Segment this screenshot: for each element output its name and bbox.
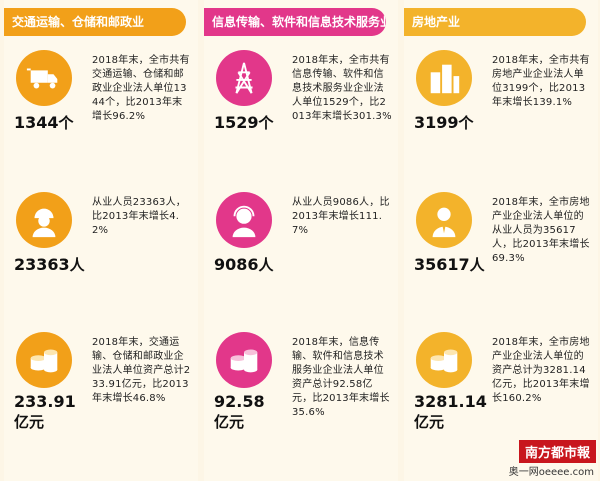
stat-description: 2018年末，全市共有房地产业企业法人单位3199个，比2013年末增长139.… bbox=[492, 55, 590, 108]
stat-description: 从业人员9086人，比2013年末增长111.7% bbox=[292, 197, 390, 236]
stat-description: 从业人员23363人，比2013年末增长4.2% bbox=[92, 197, 187, 236]
stat-description: 2018年末，交通运输、仓储和邮政业企业法人单位资产总计233.91亿元，比20… bbox=[92, 337, 191, 404]
stat-description: 2018年末，全市共有交通运输、仓储和邮政业企业法人单位1344个，比2013年… bbox=[92, 55, 190, 122]
stat-item: 1529个 2018年末，全市共有信息传输、软件和信息技术服务业企业法人单位15… bbox=[204, 40, 398, 180]
stat-description: 2018年末，全市共有信息传输、软件和信息技术服务业企业法人单位1529个，比2… bbox=[292, 55, 392, 122]
stat-value: 1344个 bbox=[14, 113, 74, 132]
stat-item: 3281.14 亿元 2018年末，全市房地产业企业法人单位的资产总计为3281.… bbox=[404, 322, 598, 462]
stat-item: 35617人 2018年末，全市房地产业企业法人单位的从业人员为35617人，比… bbox=[404, 182, 598, 322]
buildings-icon bbox=[416, 50, 472, 106]
stat-value: 3199个 bbox=[414, 113, 474, 132]
stat-value: 23363人 bbox=[14, 255, 85, 274]
stat-item: 92.58 亿元 2018年末，信息传输、软件和信息技术服务业企业法人单位资产总计… bbox=[204, 322, 398, 462]
headset-person-icon bbox=[216, 192, 272, 248]
transmission-tower-icon bbox=[216, 50, 272, 106]
stat-description: 2018年末，全市房地产业企业法人单位的资产总计为3281.14亿元，比2013… bbox=[492, 337, 590, 404]
coin-stack-icon bbox=[416, 332, 472, 388]
website-watermark: 奥一网oeeee.com bbox=[508, 467, 594, 478]
column-real-estate: 房地产业 3199个 2018年末，全市共有房地产业企业法人单位3199个，比2… bbox=[404, 0, 598, 481]
stat-description: 2018年末，信息传输、软件和信息技术服务业企业法人单位资产总计92.58亿元，… bbox=[292, 337, 390, 418]
stat-item: 233.91 亿元 2018年末，交通运输、仓储和邮政业企业法人单位资产总计233… bbox=[4, 322, 198, 462]
column-transport: 交通运输、仓储和邮政业 1344个 2018年末，全市共有交通运输、仓储和邮政业… bbox=[4, 0, 198, 481]
column-information-tech: 信息传输、软件和信息技术服务业 1529个 2018年末，全市共有信息传输、软件… bbox=[204, 0, 398, 481]
coin-stack-icon bbox=[16, 332, 72, 388]
column-header: 交通运输、仓储和邮政业 bbox=[4, 8, 186, 36]
stat-value: 1529个 bbox=[214, 113, 274, 132]
businessman-icon bbox=[416, 192, 472, 248]
stat-description: 2018年末，全市房地产业企业法人单位的从业人员为35617人，比2013年末增… bbox=[492, 197, 590, 264]
stat-value: 92.58 亿元 bbox=[214, 392, 265, 431]
column-header: 房地产业 bbox=[404, 8, 586, 36]
stat-item: 3199个 2018年末，全市共有房地产业企业法人单位3199个，比2013年末… bbox=[404, 40, 598, 180]
worker-person-icon bbox=[16, 192, 72, 248]
coin-stack-icon bbox=[216, 332, 272, 388]
stat-item: 1344个 2018年末，全市共有交通运输、仓储和邮政业企业法人单位1344个，… bbox=[4, 40, 198, 180]
stat-value: 9086人 bbox=[214, 255, 274, 274]
stat-value: 3281.14 亿元 bbox=[414, 392, 487, 431]
stat-value: 35617人 bbox=[414, 255, 485, 274]
stat-item: 9086人 从业人员9086人，比2013年末增长111.7% bbox=[204, 182, 398, 322]
truck-icon bbox=[16, 50, 72, 106]
stat-value: 233.91 亿元 bbox=[14, 392, 76, 431]
stat-item: 23363人 从业人员23363人，比2013年末增长4.2% bbox=[4, 182, 198, 322]
column-header: 信息传输、软件和信息技术服务业 bbox=[204, 8, 386, 36]
newspaper-logo: 南方都市報 bbox=[518, 440, 596, 463]
